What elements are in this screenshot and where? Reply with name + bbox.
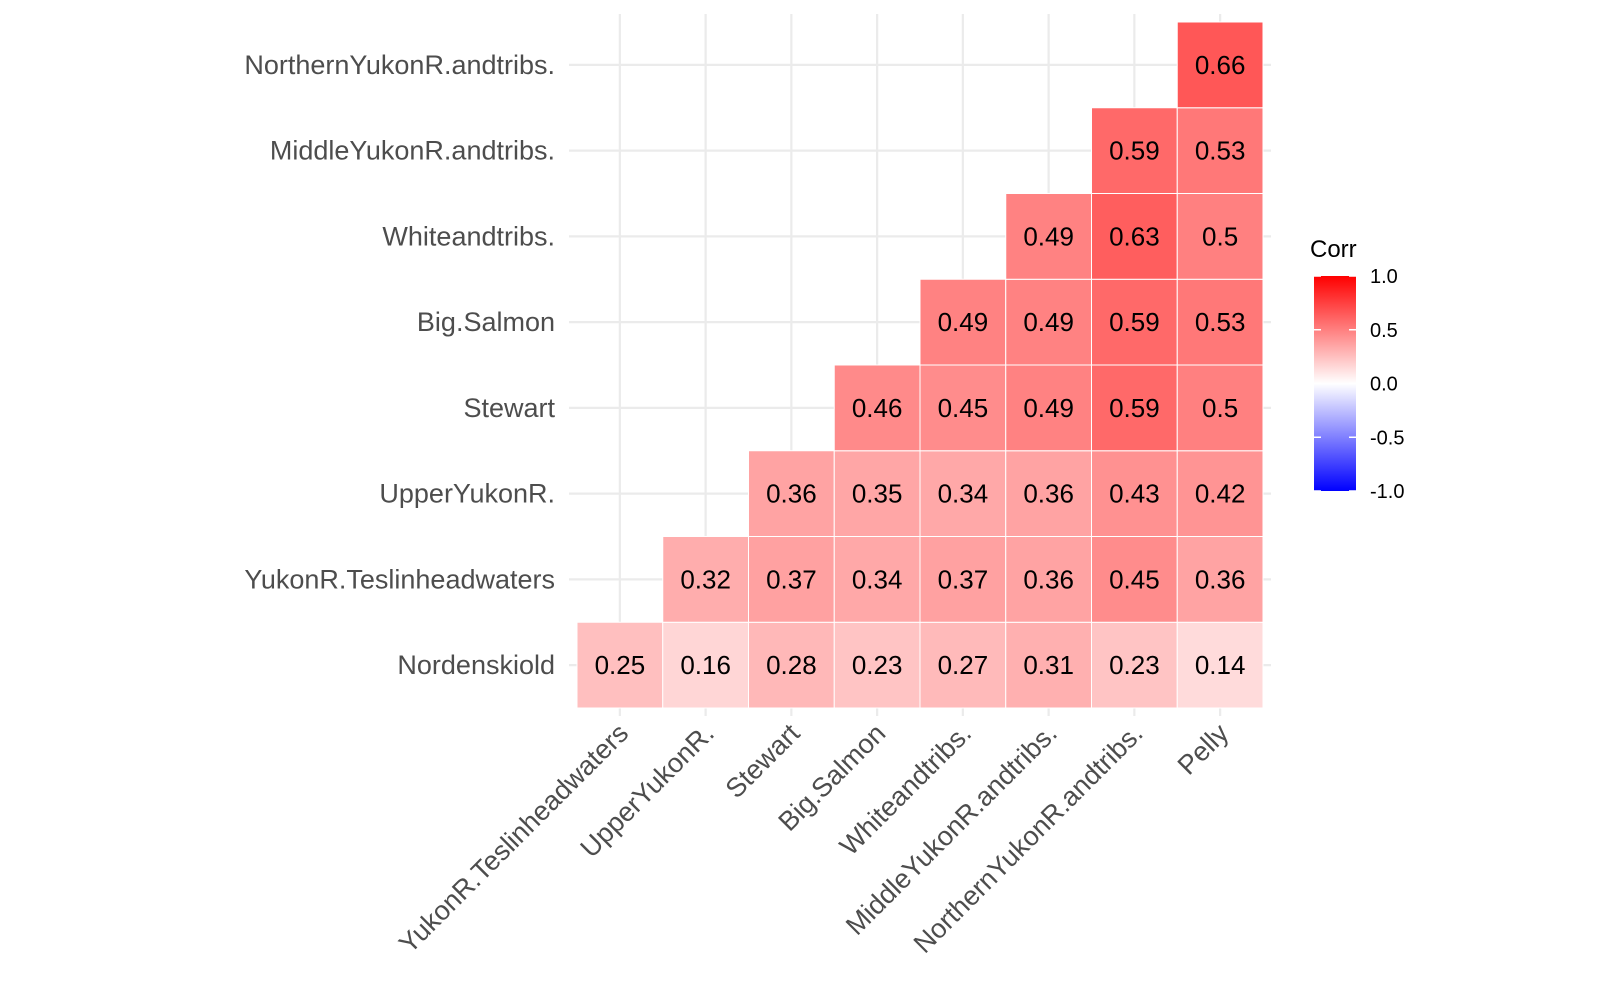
heatmap-cell [833, 621, 921, 709]
heatmap-cell [1005, 278, 1092, 366]
y-axis-tick-labels: Nordenskiold YukonR.Teslinheadwaters Upper… [244, 50, 555, 680]
cell-value-label: 0.45 [1109, 564, 1160, 594]
cell-value-label: 0.5 [1202, 393, 1238, 423]
y-tick-label: Big.Salmon [417, 307, 555, 337]
y-tick-label: NorthernYukonR.andtribs. [244, 50, 555, 80]
cell-value-label: 0.25 [595, 650, 646, 680]
y-tick-label: UpperYukonR. [379, 479, 555, 509]
cell-value-label: 0.14 [1195, 650, 1246, 680]
cell-value-label: 0.36 [1023, 564, 1074, 594]
y-tick-label: Stewart [463, 393, 555, 423]
heatmap-cell [1176, 278, 1264, 366]
cell-value-label: 0.31 [1023, 650, 1074, 680]
cell-value-label: 0.5 [1202, 221, 1238, 251]
heatmap-cell [662, 621, 749, 709]
heatmap-cell [919, 364, 1007, 452]
cell-value-label: 0.63 [1109, 221, 1160, 251]
cell-value-label: 0.36 [1023, 479, 1074, 509]
cell-value-label: 0.45 [938, 393, 989, 423]
heatmap-cell [1091, 536, 1178, 623]
heatmap-cell [662, 536, 749, 623]
cell-value-label: 0.37 [766, 564, 817, 594]
cell-value-label: 0.59 [1109, 307, 1160, 337]
y-tick-label: YukonR.Teslinheadwaters [244, 564, 555, 594]
legend-title: Corr [1310, 236, 1357, 263]
heatmap-cell [1176, 450, 1264, 537]
heatmap-cells [576, 21, 1264, 709]
heatmap-cell [1176, 621, 1264, 709]
legend-tick-label: 0.5 [1370, 320, 1398, 342]
legend-ticks: 1.0 0.5 0.0 -0.5 -1.0 [1314, 266, 1404, 503]
cell-value-label: 0.53 [1195, 307, 1246, 337]
heatmap-cell [919, 536, 1007, 623]
cell-value-label: 0.34 [852, 564, 903, 594]
cell-value-label: 0.49 [938, 307, 989, 337]
cell-value-label: 0.16 [680, 650, 731, 680]
cell-value-label: 0.32 [680, 564, 731, 594]
legend-tick-label: 1.0 [1370, 266, 1398, 288]
heatmap-cell [1005, 450, 1092, 537]
cell-value-label: 0.53 [1195, 136, 1246, 166]
heatmap-cell [919, 621, 1007, 709]
heatmap-cell [748, 450, 835, 537]
heatmap-cell [1091, 107, 1178, 194]
x-tick-label: Stewart [720, 718, 806, 804]
heatmap-cell [833, 536, 921, 623]
heatmap-cell [1176, 21, 1264, 109]
heatmap-cell [1091, 450, 1178, 537]
heatmap-cell [748, 536, 835, 623]
cell-value-label: 0.66 [1195, 50, 1246, 80]
cell-value-label: 0.23 [1109, 650, 1160, 680]
heatmap-cell [1005, 621, 1092, 709]
y-tick-label: Whiteandtribs. [382, 221, 555, 251]
cell-value-label: 0.27 [938, 650, 989, 680]
heatmap-cell [576, 621, 664, 709]
heatmap-cell [1176, 107, 1264, 194]
heatmap-cell [1176, 364, 1264, 452]
cell-value-label: 0.34 [938, 479, 989, 509]
cell-value-labels: 0.25 0.16 0.28 0.23 0.27 0.31 0.23 0.14 0.32 0.37… [595, 50, 1246, 680]
cell-value-label: 0.28 [766, 650, 817, 680]
cell-value-label: 0.49 [1023, 307, 1074, 337]
x-tick-label: Pelly [1172, 718, 1235, 781]
cell-value-label: 0.46 [852, 393, 903, 423]
legend: Corr 1.0 0.5 0.0 -0.5 -1.0 [1310, 236, 1404, 503]
cell-value-label: 0.23 [852, 650, 903, 680]
cell-value-label: 0.42 [1195, 479, 1246, 509]
heatmap-cell [1005, 536, 1092, 623]
legend-tick-label: -0.5 [1370, 427, 1404, 449]
cell-value-label: 0.37 [938, 564, 989, 594]
heatmap-cell [833, 450, 921, 537]
cell-value-label: 0.36 [766, 479, 817, 509]
cell-value-label: 0.35 [852, 479, 903, 509]
cell-value-label: 0.59 [1109, 136, 1160, 166]
cell-value-label: 0.49 [1023, 221, 1074, 251]
cell-value-label: 0.43 [1109, 479, 1160, 509]
cell-value-label: 0.49 [1023, 393, 1074, 423]
heatmap-cell [1091, 193, 1178, 280]
heatmap-cell [1176, 536, 1264, 623]
cell-value-label: 0.59 [1109, 393, 1160, 423]
heatmap-cell [833, 364, 921, 452]
legend-tick-label: 0.0 [1370, 374, 1398, 396]
y-tick-label: MiddleYukonR.andtribs. [270, 136, 555, 166]
heatmap-cell [748, 621, 835, 709]
legend-tick-label: -1.0 [1370, 481, 1404, 503]
cell-value-label: 0.36 [1195, 564, 1246, 594]
y-tick-label: Nordenskiold [397, 650, 555, 680]
heatmap-cell [919, 278, 1007, 366]
